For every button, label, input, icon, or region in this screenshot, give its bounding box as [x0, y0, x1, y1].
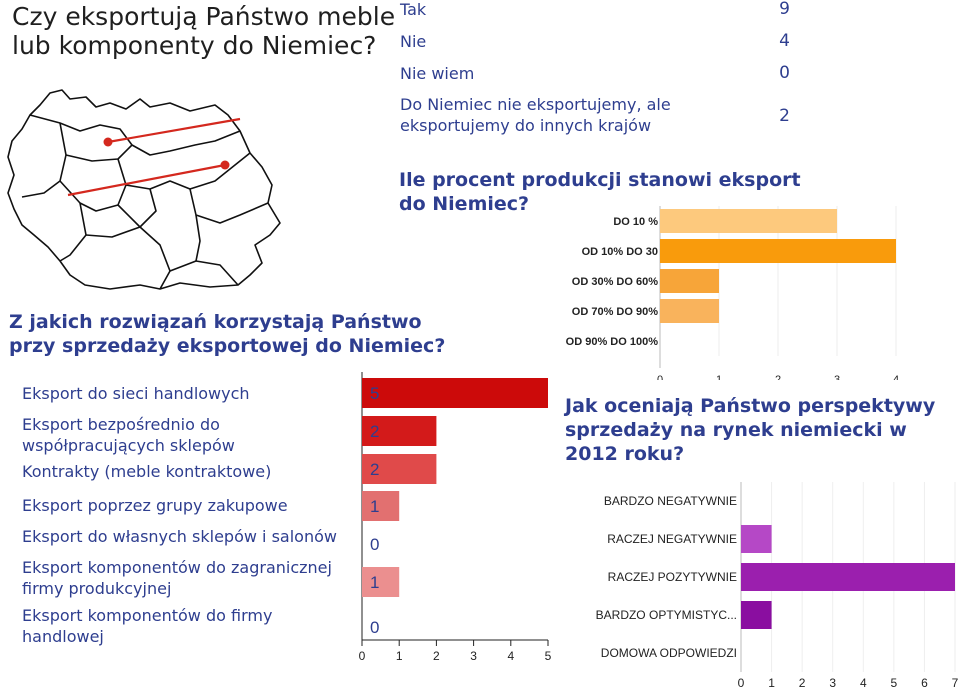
x-tick-label: 2: [799, 676, 806, 688]
answer-label-dont-know: Nie wiem: [400, 64, 475, 83]
x-tick-label: 5: [545, 649, 552, 663]
x-tick-label: 0: [657, 374, 663, 380]
bar: [362, 416, 437, 446]
answer-value-yes: 9: [779, 0, 790, 19]
category-label: DOMOWA ODPOWIEDZI: [601, 646, 737, 660]
marker-dot-1: [103, 137, 113, 147]
category-label: BARDZO NEGATYWNIE: [604, 494, 737, 508]
bar: [741, 601, 772, 629]
x-tick-label: 1: [396, 649, 403, 663]
marker-line-2: [67, 163, 226, 197]
export-answers-table: Tak 9 Nie 4 Nie wiem 0 Do Niemiec nie ek…: [400, 0, 795, 145]
value-label: 0: [370, 535, 379, 554]
x-tick-label: 1: [716, 374, 722, 380]
category-label: RACZEJ POZYTYWNIE: [608, 570, 737, 584]
method-label: Eksport komponentów do firmy handlowej: [22, 606, 273, 646]
value-label: 0: [370, 618, 379, 637]
bar: [660, 269, 719, 293]
method-label: Eksport poprzez grupy zakupowe: [22, 496, 288, 515]
bar: [362, 567, 400, 597]
outlook-title: Jak oceniają Państwo perspektywy sprzeda…: [565, 395, 936, 465]
x-tick-label: 0: [738, 676, 745, 688]
export-share-chart: 0 1 2 3 4 DO 10 % OD 10% DO 30 OD 30% DO 60% OD …: [566, 206, 899, 380]
category-label: BARDZO OPTYMISTYC...: [596, 608, 737, 622]
answer-label-other-countries: Do Niemiec nie eksportujemy, ale eksport…: [400, 95, 671, 135]
x-tick-label: 3: [470, 649, 477, 663]
value-label: 2: [370, 460, 379, 479]
method-label: Eksport do własnych sklepów i salonów: [22, 527, 337, 546]
method-label: Kontrakty (meble kontraktowe): [22, 462, 272, 481]
germany-outline: [7, 89, 281, 290]
category-label: RACZEJ NEGATYWNIE: [607, 532, 737, 546]
x-tick-label: 3: [829, 676, 836, 688]
x-tick-label: 7: [952, 676, 959, 688]
bar: [660, 209, 837, 233]
category-label: OD 10% DO 30: [582, 246, 658, 258]
bar: [660, 299, 719, 323]
category-label: DO 10 %: [613, 216, 658, 228]
x-tick-label: 4: [893, 374, 899, 380]
x-tick-label: 0: [359, 649, 366, 663]
bar: [660, 239, 896, 263]
export-share-title: Ile procent produkcji stanowi eksport do…: [399, 169, 801, 215]
answer-value-other-countries: 2: [779, 106, 790, 126]
bar: [741, 563, 955, 591]
bar: [741, 525, 772, 553]
method-label: Eksport do sieci handlowych: [22, 384, 250, 403]
marker-dot-2: [220, 160, 230, 170]
x-tick-label: 4: [860, 676, 867, 688]
answer-label-no: Nie: [400, 32, 427, 51]
bar: [362, 378, 548, 408]
category-label: OD 30% DO 60%: [572, 276, 658, 288]
x-tick-label: 2: [775, 374, 781, 380]
method-label: Eksport komponentów do zagranicznej firm…: [22, 558, 332, 598]
bar: [362, 491, 400, 521]
value-label: 2: [370, 422, 379, 441]
method-label: Eksport bezpośrednio do współpracujących…: [22, 415, 235, 455]
category-label: OD 90% DO 100%: [566, 336, 659, 348]
x-tick-label: 3: [834, 374, 840, 380]
main-title-line2: lub komponenty do Niemiec?: [12, 31, 377, 60]
answer-value-no: 4: [779, 31, 790, 51]
x-tick-label: 5: [891, 676, 898, 688]
value-label: 5: [370, 384, 379, 403]
main-title: Czy eksportują Państwo meble lub kompone…: [12, 2, 395, 60]
germany-map: [7, 89, 281, 290]
x-tick-label: 1: [768, 676, 775, 688]
category-label: OD 70% DO 90%: [572, 306, 658, 318]
x-tick-label: 2: [433, 649, 440, 663]
x-tick-label: 6: [921, 676, 928, 688]
outlook-chart: 0 1 2 3 4 5 6 7 BARDZO NEGATYWNIE RACZEJ NEGATYWN…: [596, 482, 959, 688]
value-label: 1: [370, 573, 379, 592]
export-methods-title: Z jakich rozwiązań korzystają Państwo pr…: [9, 311, 446, 357]
bar: [362, 454, 437, 484]
x-tick-label: 4: [507, 649, 514, 663]
marker-line-1: [107, 117, 241, 144]
answer-value-dont-know: 0: [779, 63, 790, 83]
main-title-line1: Czy eksportują Państwo meble: [12, 2, 396, 31]
value-label: 1: [370, 497, 379, 516]
answer-label-yes: Tak: [400, 0, 427, 19]
export-methods-chart: 0 1 2 3 4 5 5 2 2 1 0 1 0: [359, 372, 552, 663]
